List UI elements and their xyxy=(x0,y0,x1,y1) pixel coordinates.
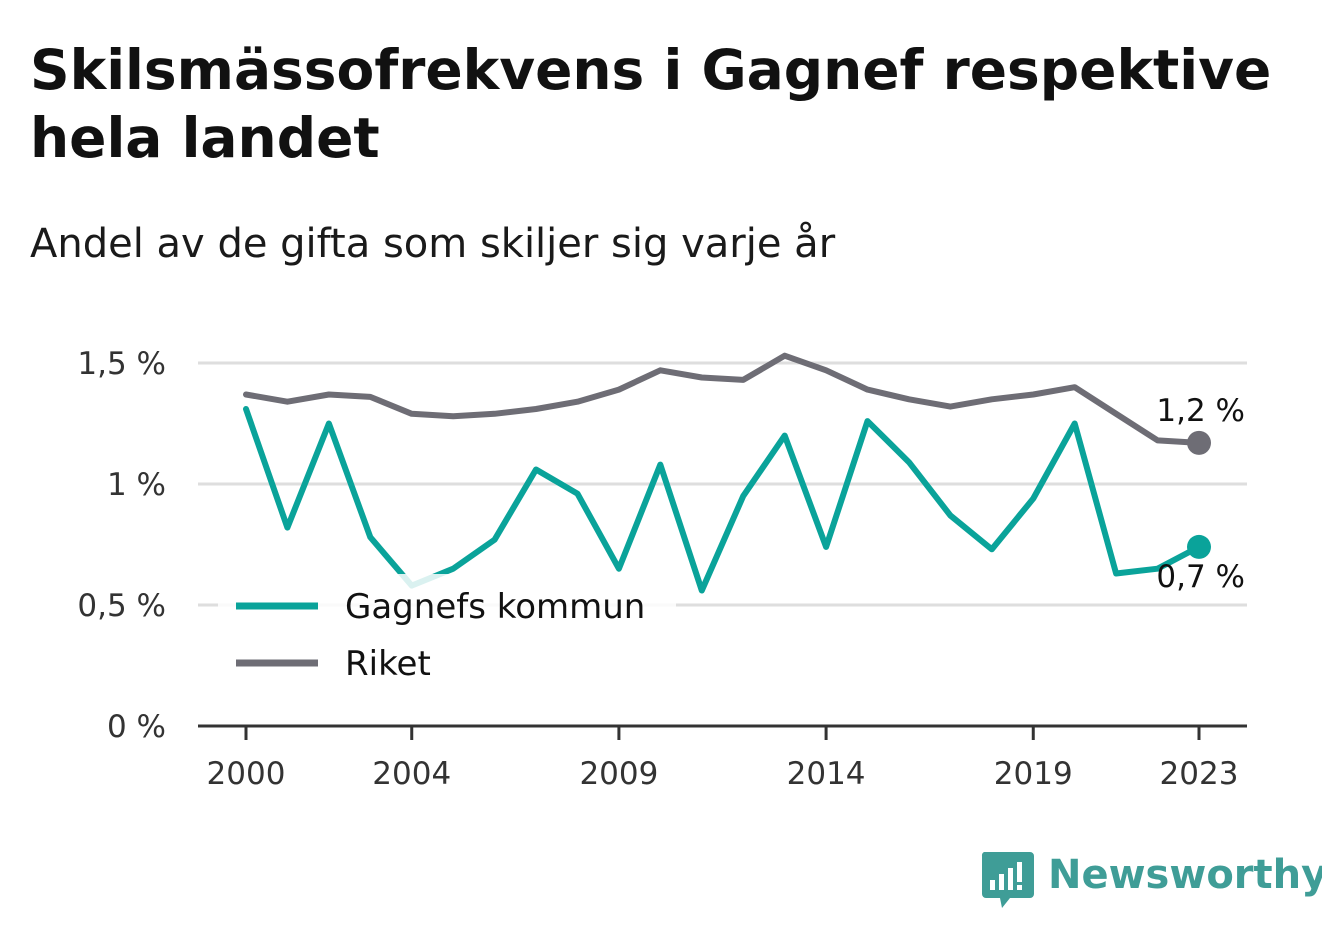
x-tick-label: 2019 xyxy=(994,756,1073,792)
x-tick-label: 2009 xyxy=(579,756,658,792)
newsworthy-logo-icon xyxy=(981,852,1034,908)
x-axis: 2000 2004 2009 2014 2019 2023 xyxy=(198,724,1247,792)
brand-name: Newsworthy xyxy=(1048,852,1322,898)
end-label-riket: 1,2 % xyxy=(1156,393,1245,429)
legend-label: Riket xyxy=(345,644,431,684)
x-tick-label: 2014 xyxy=(787,756,866,792)
legend-background xyxy=(218,574,676,692)
series-lines xyxy=(243,352,1211,594)
series-line-riket xyxy=(243,352,1202,446)
x-tick-label: 2004 xyxy=(372,756,451,792)
end-point-marker xyxy=(1187,430,1211,455)
page-subtitle: Andel av de gifta som skiljer sig varje … xyxy=(30,221,836,267)
y-tick-label: 0 % xyxy=(107,709,166,745)
end-label-gagnef: 0,7 % xyxy=(1156,559,1245,595)
y-tick-label: 1,5 % xyxy=(77,346,166,382)
y-tick-label: 1 % xyxy=(107,467,166,503)
series-line-gagnefs-kommun xyxy=(243,406,1202,594)
page-title: Skilsmässofrekvens i Gagnef respektive h… xyxy=(30,38,1272,170)
legend-label: Gagnefs kommun xyxy=(345,587,645,627)
brand-logo: Newsworthy xyxy=(980,850,1322,910)
x-tick-label: 2000 xyxy=(207,756,286,792)
end-point-marker xyxy=(1187,534,1211,559)
y-axis-ticks: 0 % 0,5 % 1 % 1,5 % xyxy=(77,346,166,745)
legend: Gagnefs kommun Riket xyxy=(218,574,676,692)
x-tick-label: 2023 xyxy=(1160,756,1239,792)
y-tick-label: 0,5 % xyxy=(77,588,166,624)
end-labels: 1,2 % 0,7 % xyxy=(1156,393,1245,595)
